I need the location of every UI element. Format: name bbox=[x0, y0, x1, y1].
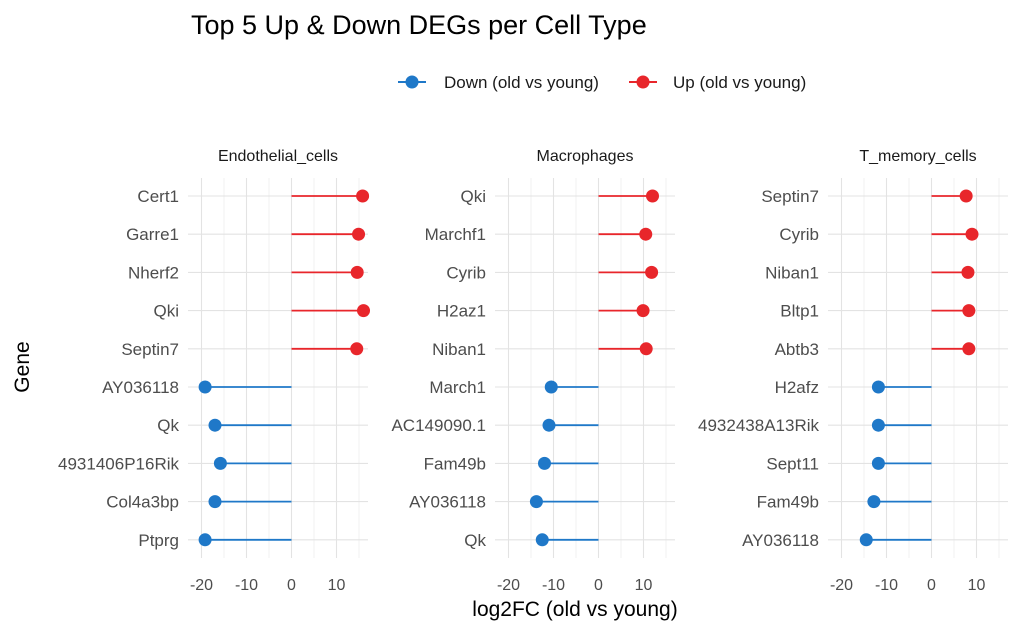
gene-label: 4932438A13Rik bbox=[698, 416, 819, 435]
gene-label: Marchf1 bbox=[425, 225, 486, 244]
lollipop-point-AY036118 bbox=[198, 380, 212, 394]
x-tick-label: -20 bbox=[497, 577, 520, 594]
panel-T_memory_cells: T_memory_cells -20 -10 0 10 Septin7 Cyrib Niban… bbox=[698, 148, 1008, 594]
gene-label: H2afz bbox=[775, 378, 819, 397]
lollipop-point-Septin7 bbox=[959, 189, 973, 203]
panel-Macrophages: Macrophages -20 -10 0 10 Qki Marchf1 Cyrib H2az1… bbox=[391, 148, 675, 594]
x-tick-label: 10 bbox=[635, 577, 653, 594]
gene-label: Nherf2 bbox=[128, 263, 179, 282]
lollipop-point-Fam49b bbox=[867, 495, 881, 509]
lollipop-point-Sept11 bbox=[871, 456, 885, 470]
gene-label: AC149090.1 bbox=[391, 416, 486, 435]
gene-label: Fam49b bbox=[424, 454, 486, 473]
gene-label: Abtb3 bbox=[775, 340, 819, 359]
x-tick-label: 0 bbox=[594, 577, 603, 594]
gene-label: Niban1 bbox=[765, 263, 819, 282]
x-tick-label: -10 bbox=[235, 577, 258, 594]
lollipop-point-Nherf2 bbox=[350, 265, 364, 279]
gene-label: H2az1 bbox=[437, 302, 486, 321]
lollipop-point-Qk bbox=[208, 418, 222, 432]
lollipop-point-Niban1 bbox=[639, 342, 653, 356]
lollipop-point-Garre1 bbox=[352, 227, 366, 241]
panel-Endothelial_cells: Endothelial_cells -20 -10 0 10 Cert1 Garre1 Nhe… bbox=[58, 148, 370, 594]
lollipop-point-Ptprg bbox=[198, 533, 212, 547]
gene-label: Septin7 bbox=[121, 340, 179, 359]
gene-label: March1 bbox=[429, 378, 486, 397]
lollipop-point-Cert1 bbox=[356, 189, 370, 203]
gene-label: Fam49b bbox=[757, 493, 819, 512]
lollipop-point-Fam49b bbox=[538, 456, 551, 470]
lollipop-point-Qki bbox=[357, 304, 370, 318]
legend: Down (old vs young) Up (old vs young) bbox=[398, 73, 806, 92]
gene-label: Qki bbox=[154, 302, 180, 321]
gene-label: Niban1 bbox=[432, 340, 486, 359]
gene-label: AY036118 bbox=[102, 378, 179, 397]
gene-label: Cyrib bbox=[446, 263, 486, 282]
lollipop-point-Col4a3bp bbox=[208, 495, 222, 509]
legend-label-down: Down (old vs young) bbox=[444, 73, 599, 92]
y-axis-title: Gene bbox=[11, 341, 34, 392]
panel-strip-label: T_memory_cells bbox=[859, 148, 976, 165]
x-tick-label: 10 bbox=[968, 577, 986, 594]
lollipop-point-Marchf1 bbox=[639, 227, 653, 241]
gene-label: AY036118 bbox=[742, 531, 819, 550]
lollipop-point-AY036118 bbox=[859, 533, 873, 547]
gene-label: Cert1 bbox=[137, 187, 179, 206]
lollipop-point-Qki bbox=[646, 189, 659, 203]
x-tick-label: -20 bbox=[830, 577, 853, 594]
lollipop-point-Bltp1 bbox=[962, 304, 976, 318]
lollipop-point-H2afz bbox=[871, 380, 885, 394]
lollipop-point-4931406P16Rik bbox=[213, 456, 227, 470]
gene-label: Bltp1 bbox=[780, 302, 819, 321]
x-tick-label: -10 bbox=[875, 577, 898, 594]
legend-label-up: Up (old vs young) bbox=[673, 73, 806, 92]
lollipop-point-Cyrib bbox=[645, 265, 659, 279]
lollipop-point-Qk bbox=[535, 533, 549, 547]
lollipop-point-March1 bbox=[544, 380, 558, 394]
legend-key-dot-up bbox=[636, 75, 650, 89]
gene-label: Qk bbox=[464, 531, 486, 550]
lollipop-point-Niban1 bbox=[961, 265, 975, 279]
lollipop-point-Abtb3 bbox=[962, 342, 976, 356]
lollipop-point-AC149090.1 bbox=[542, 418, 556, 432]
gene-label: Qki bbox=[461, 187, 487, 206]
x-tick-label: 10 bbox=[328, 577, 346, 594]
gene-label: Qk bbox=[157, 416, 179, 435]
x-tick-label: -20 bbox=[190, 577, 213, 594]
panel-strip-label: Macrophages bbox=[537, 148, 634, 165]
gene-label: Cyrib bbox=[779, 225, 819, 244]
gene-label: AY036118 bbox=[409, 493, 486, 512]
lollipop-point-Cyrib bbox=[965, 227, 979, 241]
gene-label: 4931406P16Rik bbox=[58, 454, 179, 473]
x-tick-label: -10 bbox=[542, 577, 565, 594]
x-tick-label: 0 bbox=[927, 577, 936, 594]
gene-label: Septin7 bbox=[761, 187, 819, 206]
panel-strip-label: Endothelial_cells bbox=[218, 148, 338, 165]
lollipop-point-H2az1 bbox=[636, 304, 650, 318]
gene-label: Col4a3bp bbox=[106, 493, 179, 512]
lollipop-point-AY036118 bbox=[529, 495, 543, 509]
gene-label: Sept11 bbox=[766, 454, 819, 473]
gene-label: Garre1 bbox=[126, 225, 179, 244]
facet-panels: Endothelial_cells -20 -10 0 10 Cert1 Garre1 Nhe… bbox=[58, 148, 1008, 594]
lollipop-point-4932438A13Rik bbox=[871, 418, 885, 432]
chart-title: Top 5 Up & Down DEGs per Cell Type bbox=[191, 10, 647, 40]
x-axis-title: log2FC (old vs young) bbox=[472, 598, 677, 621]
x-tick-label: 0 bbox=[287, 577, 296, 594]
legend-key-dot-down bbox=[405, 75, 419, 89]
gene-label: Ptprg bbox=[138, 531, 179, 550]
lollipop-point-Septin7 bbox=[350, 342, 364, 356]
